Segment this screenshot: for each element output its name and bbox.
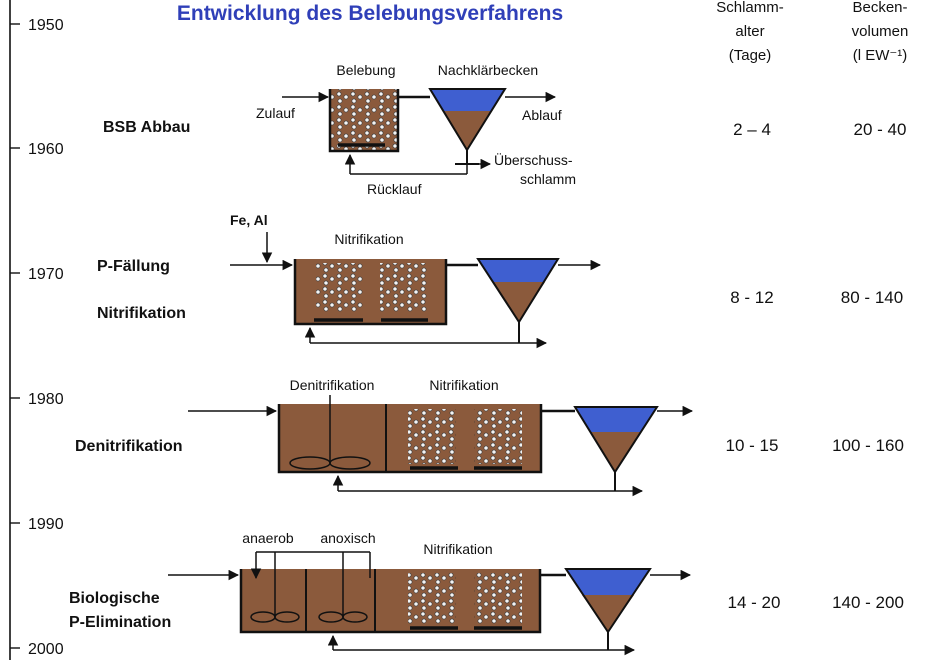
tank-volume-value: 20 - 40 bbox=[854, 120, 907, 139]
stage-label: P-Fällung bbox=[97, 258, 170, 275]
flow-label: Zulauf bbox=[256, 105, 295, 121]
sludge-age-value: 14 - 20 bbox=[728, 593, 781, 612]
tank-label: Nitrifikation bbox=[334, 231, 403, 247]
tank-volume-value: 80 - 140 bbox=[841, 288, 903, 307]
stage-label: Denitrifikation bbox=[75, 438, 183, 455]
column-header-sludge-age: Schlamm- alter (Tage) bbox=[716, 0, 784, 64]
tank-label: anoxisch bbox=[320, 530, 375, 546]
tank-label: Denitrifikation bbox=[290, 377, 375, 393]
stage-bio-p-elimination: Biologische P-Elimination anaerob anoxis… bbox=[69, 530, 904, 656]
year-label: 1950 bbox=[28, 17, 64, 34]
svg-text:Schlamm-: Schlamm- bbox=[716, 0, 784, 16]
stage-denitrifikation: Denitrifikation Denitrifikation Nitrifik… bbox=[75, 377, 904, 497]
sludge-age-value: 10 - 15 bbox=[726, 436, 779, 455]
year-label: 1960 bbox=[28, 141, 64, 158]
tank-volume-value: 140 - 200 bbox=[832, 593, 904, 612]
svg-text:Becken-: Becken- bbox=[852, 0, 907, 16]
tank-label: anaerob bbox=[242, 530, 294, 546]
tank-label: Belebung bbox=[336, 62, 395, 78]
timeline: 1950 1960 1970 1980 1990 2000 bbox=[9, 0, 64, 660]
flow-label: Überschuss- bbox=[494, 151, 573, 168]
svg-text:alter: alter bbox=[735, 23, 764, 40]
tank-label: Nachklärbecken bbox=[438, 62, 538, 78]
stage-label: Biologische bbox=[69, 590, 160, 607]
page-title: Entwicklung des Belebungsverfahrens bbox=[177, 2, 563, 25]
year-label: 1990 bbox=[28, 516, 64, 533]
sludge-age-value: 8 - 12 bbox=[730, 288, 773, 307]
svg-text:(l EW⁻¹): (l EW⁻¹) bbox=[853, 47, 908, 64]
flow-label: Ablauf bbox=[522, 107, 562, 123]
flow-label: Rücklauf bbox=[367, 181, 422, 197]
svg-text:(Tage): (Tage) bbox=[729, 47, 772, 64]
stage-bsb-abbau: BSB Abbau Belebung Nachklärbecken Zulauf… bbox=[103, 62, 906, 197]
year-label: 2000 bbox=[28, 641, 64, 658]
svg-text:volumen: volumen bbox=[852, 23, 909, 40]
stage-label: Nitrifikation bbox=[97, 305, 186, 322]
year-label: 1980 bbox=[28, 391, 64, 408]
sludge-age-value: 2 – 4 bbox=[733, 120, 771, 139]
flow-label: schlamm bbox=[520, 171, 576, 187]
tank-volume-value: 100 - 160 bbox=[832, 436, 904, 455]
year-label: 1970 bbox=[28, 266, 64, 283]
stage-label: P-Elimination bbox=[69, 614, 171, 631]
tank-label: Nitrifikation bbox=[423, 541, 492, 557]
tank-label: Nitrifikation bbox=[429, 377, 498, 393]
dosing-label: Fe, Al bbox=[230, 212, 268, 228]
stage-label: BSB Abbau bbox=[103, 119, 190, 136]
stage-p-faellung: P-Fällung Nitrifikation Fe, Al Nitrifika… bbox=[97, 212, 903, 349]
column-header-tank-volume: Becken- volumen (l EW⁻¹) bbox=[852, 0, 909, 64]
